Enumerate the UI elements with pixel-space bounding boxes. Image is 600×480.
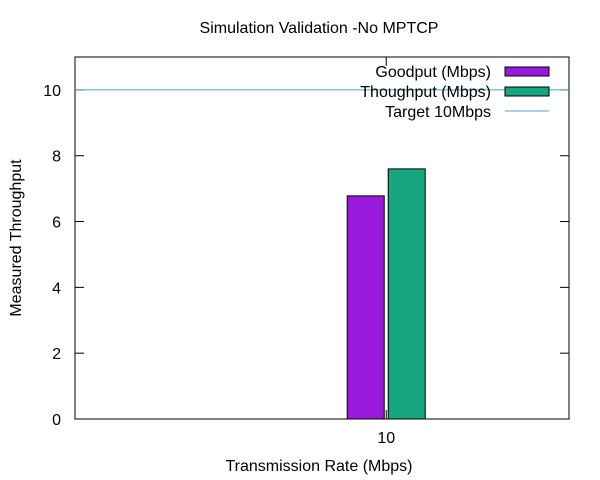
y-axis-label: Measured Throughput bbox=[8, 159, 25, 317]
y-tick-label-4: 8 bbox=[52, 149, 61, 166]
legend-swatch-0 bbox=[504, 66, 550, 77]
legend-label-0: Goodput (Mbps) bbox=[375, 64, 491, 81]
chart-title: Simulation Validation -No MPTCP bbox=[200, 20, 439, 37]
x-axis-label: Transmission Rate (Mbps) bbox=[225, 458, 412, 475]
y-tick-label-3: 6 bbox=[52, 215, 61, 232]
plot-area: 0 2 4 6 8 10 10 Goodput (Mbps) Thoughput (Mbps) T… bbox=[43, 56, 570, 447]
plot-frame bbox=[74, 56, 570, 420]
bar-throughput-10 bbox=[387, 168, 426, 420]
y-tick-label-2: 4 bbox=[52, 280, 61, 297]
legend-label-1: Thoughput (Mbps) bbox=[360, 84, 491, 101]
bar-goodput-10 bbox=[346, 195, 385, 420]
y-tick-label-0: 0 bbox=[52, 412, 61, 429]
y-tick-label-5: 10 bbox=[43, 83, 61, 100]
legend-label-2: Target 10Mbps bbox=[385, 104, 491, 121]
legend-swatch-1 bbox=[504, 86, 550, 97]
x-tick-label-0: 10 bbox=[377, 430, 395, 447]
y-tick-label-1: 2 bbox=[52, 346, 61, 363]
